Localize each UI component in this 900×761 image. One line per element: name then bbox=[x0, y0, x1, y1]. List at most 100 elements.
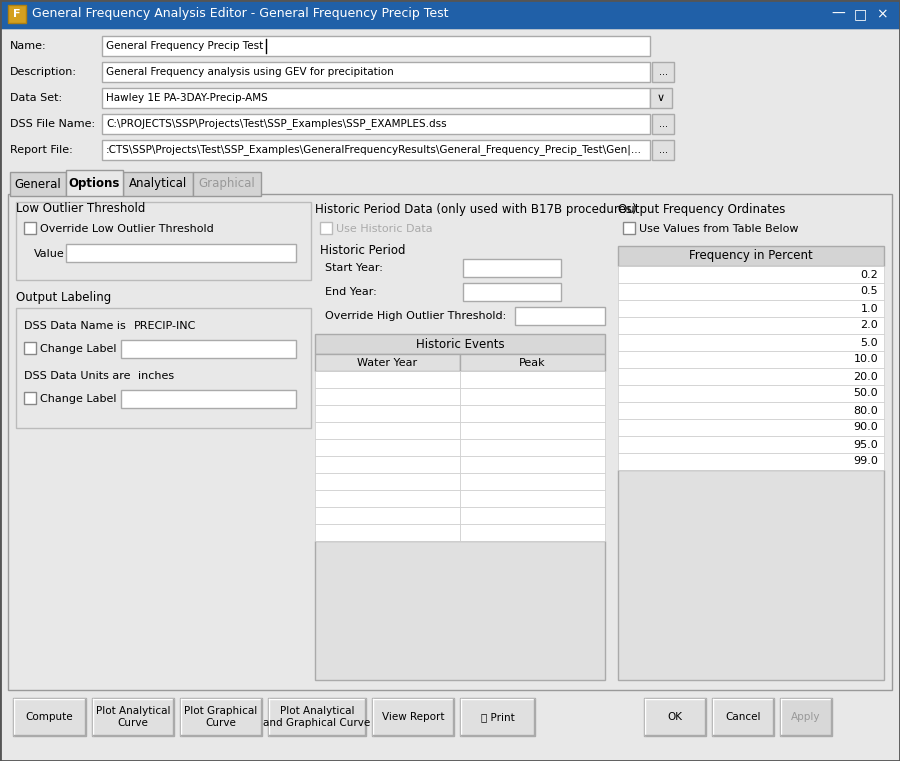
Bar bbox=[712, 698, 774, 736]
Bar bbox=[13, 698, 86, 736]
Text: Output Labeling: Output Labeling bbox=[16, 291, 112, 304]
Text: Historic Period: Historic Period bbox=[320, 244, 406, 256]
Text: Output Frequency Ordinates: Output Frequency Ordinates bbox=[618, 202, 786, 215]
Text: Override Low Outlier Threshold: Override Low Outlier Threshold bbox=[40, 224, 214, 234]
Text: 90.0: 90.0 bbox=[853, 422, 878, 432]
Bar bbox=[618, 300, 884, 317]
Text: Historic Period Data (only used with B17B procedures): Historic Period Data (only used with B17… bbox=[315, 202, 636, 215]
Bar bbox=[315, 473, 460, 490]
Bar bbox=[652, 62, 674, 82]
Text: 20.0: 20.0 bbox=[853, 371, 878, 381]
Bar bbox=[66, 244, 296, 262]
Bar bbox=[618, 436, 884, 453]
Text: Plot Analytical
and Graphical Curve: Plot Analytical and Graphical Curve bbox=[264, 706, 371, 728]
Bar bbox=[650, 88, 672, 108]
Text: Hawley 1E PA-3DAY-Precip-AMS: Hawley 1E PA-3DAY-Precip-AMS bbox=[106, 93, 268, 103]
Bar bbox=[463, 283, 561, 301]
Bar bbox=[618, 419, 884, 436]
Text: Value: Value bbox=[34, 249, 65, 259]
Text: Frequency in Percent: Frequency in Percent bbox=[689, 250, 813, 263]
Bar bbox=[644, 698, 706, 736]
Text: 5.0: 5.0 bbox=[860, 337, 878, 348]
Text: 50.0: 50.0 bbox=[853, 389, 878, 399]
Bar bbox=[652, 114, 674, 134]
Text: ∨: ∨ bbox=[657, 93, 665, 103]
Text: 🖨 Print: 🖨 Print bbox=[481, 712, 515, 722]
Bar bbox=[268, 698, 366, 736]
Text: —: — bbox=[831, 7, 845, 21]
Text: DSS Data Name is: DSS Data Name is bbox=[24, 321, 126, 331]
Text: Options: Options bbox=[68, 177, 121, 189]
Bar bbox=[460, 371, 605, 388]
Text: inches: inches bbox=[138, 371, 174, 381]
Text: Change Label: Change Label bbox=[40, 344, 116, 354]
Text: End Year:: End Year: bbox=[325, 287, 377, 297]
Bar bbox=[652, 140, 674, 160]
Text: Override High Outlier Threshold:: Override High Outlier Threshold: bbox=[325, 311, 506, 321]
Bar bbox=[121, 340, 296, 358]
Bar bbox=[8, 194, 892, 690]
Bar bbox=[780, 698, 832, 736]
Text: Change Label: Change Label bbox=[40, 394, 116, 404]
Bar bbox=[460, 354, 605, 371]
Text: 0.2: 0.2 bbox=[860, 269, 878, 279]
Text: Name:: Name: bbox=[10, 41, 47, 51]
Text: ...: ... bbox=[659, 67, 668, 77]
Bar bbox=[315, 456, 460, 473]
Bar bbox=[92, 698, 174, 736]
Bar bbox=[315, 490, 460, 507]
Bar bbox=[315, 405, 460, 422]
Bar bbox=[460, 388, 605, 405]
Bar bbox=[515, 307, 605, 325]
Bar bbox=[618, 470, 884, 680]
Text: 99.0: 99.0 bbox=[853, 457, 878, 466]
Bar bbox=[618, 351, 884, 368]
Bar bbox=[315, 507, 460, 524]
Text: Plot Analytical
Curve: Plot Analytical Curve bbox=[95, 706, 170, 728]
Bar bbox=[460, 507, 605, 524]
Text: ×: × bbox=[877, 7, 887, 21]
Bar bbox=[315, 524, 460, 541]
Bar bbox=[618, 402, 884, 419]
Text: 2.0: 2.0 bbox=[860, 320, 878, 330]
Bar bbox=[618, 385, 884, 402]
Bar bbox=[123, 172, 193, 196]
Bar bbox=[180, 698, 262, 736]
Bar bbox=[16, 202, 311, 280]
Bar bbox=[315, 388, 460, 405]
Bar bbox=[460, 422, 605, 439]
Text: Peak: Peak bbox=[519, 358, 545, 368]
Bar bbox=[315, 354, 460, 371]
Text: Start Year:: Start Year: bbox=[325, 263, 382, 273]
Text: General Frequency Precip Test: General Frequency Precip Test bbox=[106, 41, 263, 51]
Bar bbox=[315, 422, 460, 439]
Bar bbox=[618, 368, 884, 385]
Bar bbox=[102, 36, 650, 56]
Bar bbox=[24, 392, 36, 404]
Text: General Frequency Analysis Editor - General Frequency Precip Test: General Frequency Analysis Editor - Gene… bbox=[32, 8, 448, 21]
Bar bbox=[0, 0, 900, 28]
Text: 10.0: 10.0 bbox=[853, 355, 878, 365]
Text: ...: ... bbox=[659, 145, 668, 155]
Bar bbox=[315, 371, 460, 388]
Bar bbox=[66, 170, 123, 196]
Bar bbox=[463, 259, 561, 277]
Bar bbox=[24, 222, 36, 234]
Text: 0.5: 0.5 bbox=[860, 286, 878, 297]
Bar bbox=[24, 342, 36, 354]
Bar bbox=[618, 317, 884, 334]
Text: Data Set:: Data Set: bbox=[10, 93, 62, 103]
Text: □: □ bbox=[853, 7, 867, 21]
Bar bbox=[372, 698, 454, 736]
Bar bbox=[460, 473, 605, 490]
Bar bbox=[315, 334, 605, 354]
Bar bbox=[315, 541, 605, 680]
Bar bbox=[10, 172, 66, 196]
Text: Apply: Apply bbox=[791, 712, 821, 722]
Bar bbox=[460, 524, 605, 541]
Bar bbox=[460, 439, 605, 456]
Text: Report File:: Report File: bbox=[10, 145, 73, 155]
Bar bbox=[618, 283, 884, 300]
Bar bbox=[102, 62, 650, 82]
Text: Historic Events: Historic Events bbox=[416, 337, 504, 351]
